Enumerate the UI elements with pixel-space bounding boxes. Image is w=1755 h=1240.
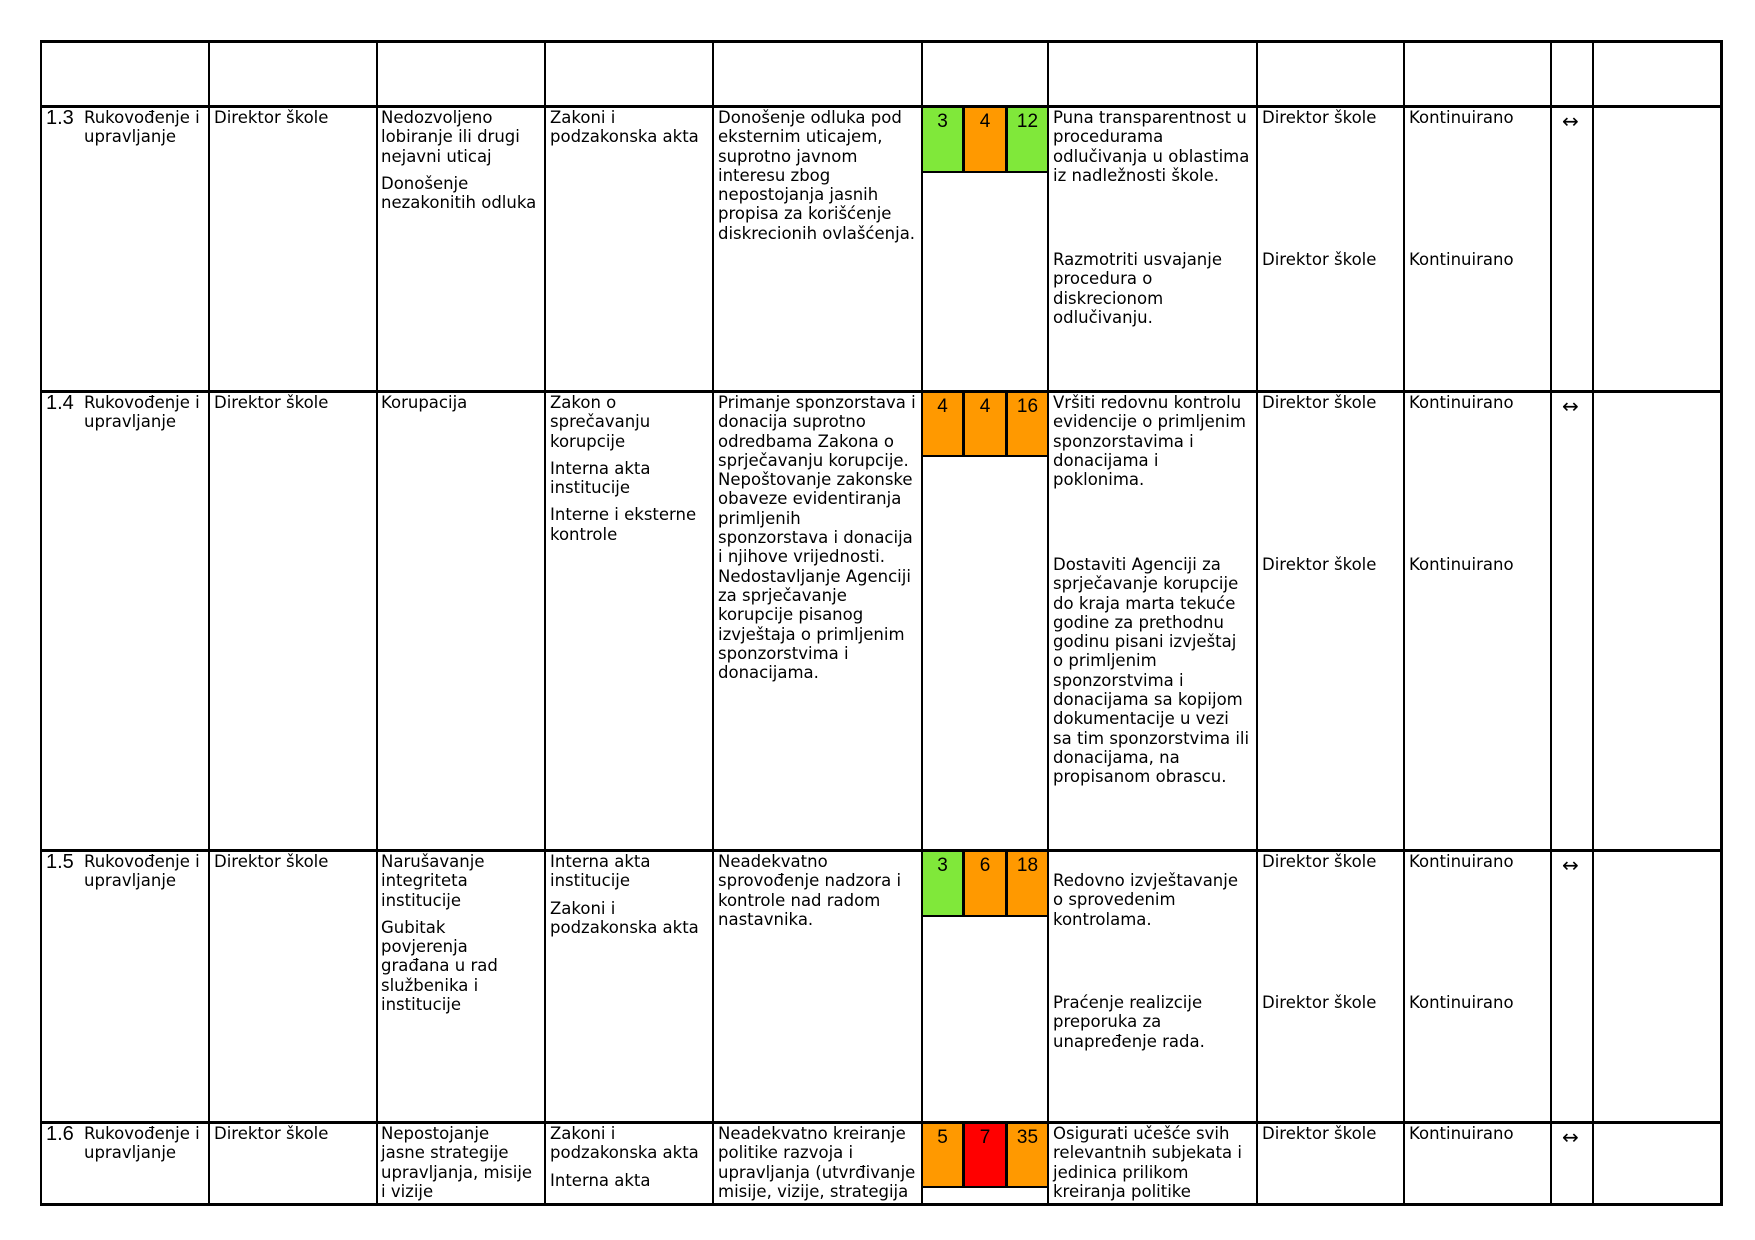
measure-deadline: Kontinuirano xyxy=(1409,993,1514,1012)
responsible-cell: Direktor škole xyxy=(214,852,329,871)
risk-text: Narušavanje integriteta institucije xyxy=(381,852,485,910)
measure-cell: Redovno izvještavanje o sprovedenim kontro… xyxy=(1053,871,1238,929)
probability-score: 3 xyxy=(921,850,964,917)
grid-line xyxy=(1256,40,1258,1206)
risk-level-score: 18 xyxy=(1006,850,1049,917)
basis-text: Zakoni i podzakonska akta xyxy=(550,1124,699,1163)
measure-owner: Direktor škole xyxy=(1262,250,1377,269)
measure-deadline: Kontinuirano xyxy=(1409,1124,1514,1143)
description-cell: Primanje sponzorstava i donacija suprotno… xyxy=(718,393,916,683)
probability-score: 4 xyxy=(921,391,964,457)
probability-score: 5 xyxy=(921,1122,964,1188)
row-number: 1.3 xyxy=(46,107,74,129)
measure-cell: Puna transparentnost u procedurama odlučiv… xyxy=(1053,108,1250,185)
impact-score: 4 xyxy=(963,106,1007,173)
grid-line xyxy=(1720,40,1723,1206)
measure-cell: Razmotriti usvajanje procedura o diskrecio… xyxy=(1053,250,1222,327)
basis-text: Interna akta institucije xyxy=(550,852,651,891)
basis-cell: Zakoni i podzakonska akta xyxy=(550,108,699,147)
measure-cell: Osigurati učešće svih relevantnih subjeka… xyxy=(1053,1124,1242,1201)
grid-line xyxy=(1592,40,1594,1206)
basis-text: Interna akta xyxy=(550,1170,651,1190)
grid-line xyxy=(40,40,1723,43)
area-cell: Rukovođenje i upravljanje xyxy=(84,852,200,891)
basis-text: Zakoni i podzakonska akta xyxy=(550,108,699,147)
trend-arrow-icon: ↔ xyxy=(1562,109,1579,133)
responsible-cell: Direktor škole xyxy=(214,393,329,412)
measure-owner: Direktor škole xyxy=(1262,393,1377,412)
grid-line xyxy=(1047,40,1049,1206)
area-cell: Rukovođenje i upravljanje xyxy=(84,1124,200,1163)
grid-line xyxy=(40,849,1723,852)
risk-text: Gubitak povjerenja građana u rad službenika… xyxy=(381,917,498,1015)
grid-line xyxy=(1550,40,1552,1206)
impact-score: 7 xyxy=(963,1122,1007,1188)
risk-cell: Nedozvoljeno lobiranje ili drugi nejavni u… xyxy=(381,108,536,212)
trend-arrow-icon: ↔ xyxy=(1562,853,1579,877)
measure-cell: Dostaviti Agenciji za sprječavanje korupc… xyxy=(1053,555,1250,787)
risk-text: Korupacija xyxy=(381,393,468,412)
row-number: 1.4 xyxy=(46,392,74,414)
basis-cell: Zakon o sprečavanju korupcije Interna akta… xyxy=(550,393,696,544)
responsible-cell: Direktor škole xyxy=(214,108,329,127)
basis-text: Interna akta institucije xyxy=(550,458,651,498)
measure-deadline: Kontinuirano xyxy=(1409,852,1514,871)
measure-deadline: Kontinuirano xyxy=(1409,250,1514,269)
grid-line xyxy=(1403,40,1405,1206)
impact-score: 4 xyxy=(963,391,1007,457)
probability-score: 3 xyxy=(921,106,964,173)
basis-text: Zakon o sprečavanju korupcije xyxy=(550,393,651,451)
measure-cell: Vršiti redovnu kontrolu evidencije o prim… xyxy=(1053,393,1246,490)
risk-cell: Nepostojanje jasne strategije upravljanja,… xyxy=(381,1124,532,1201)
risk-cell: Korupacija xyxy=(381,393,467,412)
grid-line xyxy=(208,40,210,1206)
measure-deadline: Kontinuirano xyxy=(1409,555,1514,574)
measure-deadline: Kontinuirano xyxy=(1409,393,1514,412)
basis-text: Interne i eksterne kontrole xyxy=(550,505,697,544)
risk-cell: Narušavanje integriteta institucije Gubita… xyxy=(381,852,498,1014)
basis-cell: Zakoni i podzakonska akta Interna akta xyxy=(550,1124,699,1190)
area-cell: Rukovođenje i upravljanje xyxy=(84,108,200,147)
trend-arrow-icon: ↔ xyxy=(1562,1125,1579,1149)
grid-line xyxy=(376,40,378,1206)
risk-text: Nedozvoljeno lobiranje ili drugi nejavni u… xyxy=(381,108,520,166)
grid-line xyxy=(40,105,1723,108)
grid-line xyxy=(921,40,923,1206)
risk-level-score: 16 xyxy=(1006,391,1049,457)
grid-line xyxy=(40,1203,1723,1206)
row-number: 1.5 xyxy=(46,851,74,873)
grid-line xyxy=(544,40,546,1206)
area-cell: Rukovođenje i upravljanje xyxy=(84,393,200,432)
row-number: 1.6 xyxy=(46,1123,74,1145)
impact-score: 6 xyxy=(963,850,1007,917)
description-cell: Neadekvatno sprovođenje nadzora i kontrole… xyxy=(718,852,902,929)
measure-owner: Direktor škole xyxy=(1262,1124,1377,1143)
basis-text: Zakoni i podzakonska akta xyxy=(550,898,699,937)
grid-line xyxy=(40,1121,1723,1124)
grid-line xyxy=(40,40,42,1206)
measure-owner: Direktor škole xyxy=(1262,993,1377,1012)
responsible-cell: Direktor škole xyxy=(214,1124,329,1143)
measure-owner: Direktor škole xyxy=(1262,555,1377,574)
description-cell: Donošenje odluka pod eksternim uticajem, s… xyxy=(718,108,916,243)
risk-level-score: 35 xyxy=(1006,1122,1049,1188)
measure-owner: Direktor škole xyxy=(1262,852,1377,871)
trend-arrow-icon: ↔ xyxy=(1562,394,1579,418)
basis-cell: Interna akta institucije Zakoni i podzakon… xyxy=(550,852,699,937)
measure-cell: Praćenje realizcije preporuka za unapređen… xyxy=(1053,993,1205,1051)
grid-line xyxy=(712,40,714,1206)
risk-text: Donošenje nezakonitih odluka xyxy=(381,173,537,213)
grid-line xyxy=(40,390,1723,393)
measure-deadline: Kontinuirano xyxy=(1409,108,1514,127)
risk-text: Nepostojanje jasne strategije upravljanja,… xyxy=(381,1124,533,1201)
measure-owner: Direktor škole xyxy=(1262,108,1377,127)
risk-level-score: 12 xyxy=(1006,106,1049,173)
